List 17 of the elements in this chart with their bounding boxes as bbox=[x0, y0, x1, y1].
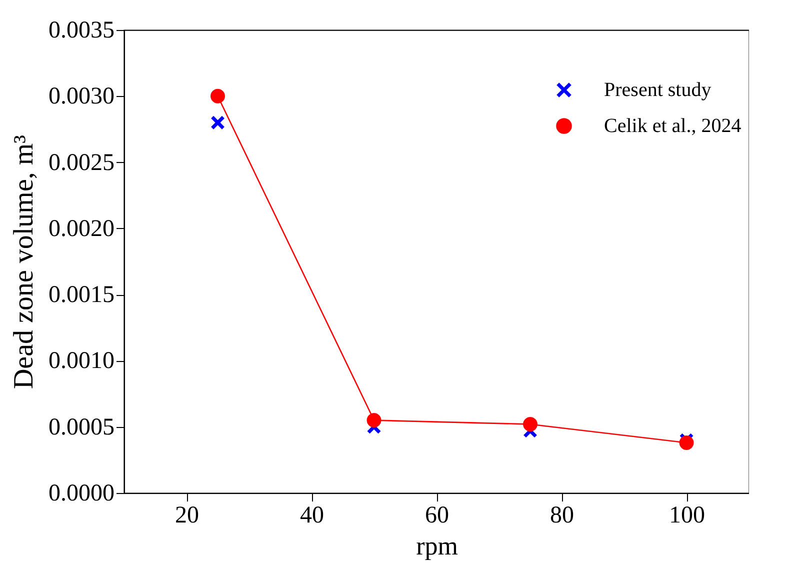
y-tick-label: 0.0020 bbox=[48, 216, 114, 242]
x-tick-label: 20 bbox=[175, 502, 199, 528]
y-tick-label: 0.0035 bbox=[48, 18, 114, 44]
y-tick-label: 0.0010 bbox=[48, 348, 114, 374]
x-axis-title: rpm bbox=[416, 532, 458, 560]
y-axis-title: Dead zone volume, m³ bbox=[8, 134, 40, 390]
y-tick-label: 0.0005 bbox=[48, 414, 114, 440]
legend-label: Present study bbox=[604, 79, 712, 101]
y-tick-label: 0.0015 bbox=[48, 282, 114, 308]
y-tick-label: 0.0030 bbox=[48, 84, 114, 110]
x-tick-label: 100 bbox=[669, 502, 705, 528]
x-tick-label: 60 bbox=[425, 502, 449, 528]
legend-label: Celik et al., 2024 bbox=[604, 115, 742, 137]
x-tick-label: 40 bbox=[300, 502, 324, 528]
x-tick-label: 80 bbox=[550, 502, 574, 528]
y-tick-label: 0.0000 bbox=[48, 480, 114, 506]
y-tick-label: 0.0025 bbox=[48, 150, 114, 176]
